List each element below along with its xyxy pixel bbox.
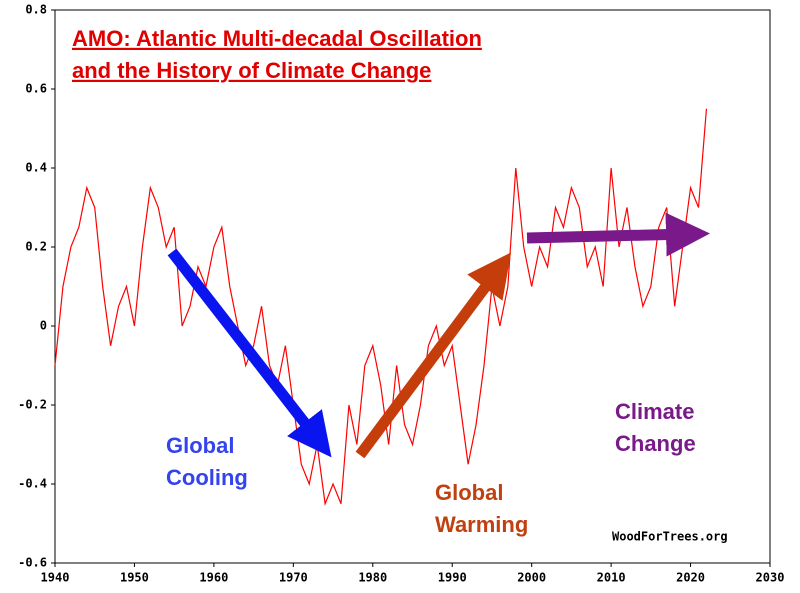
x-tick-label: 2000 (517, 571, 546, 585)
x-tick-label: 2020 (676, 571, 705, 585)
chart-title: and the History of Climate Change (72, 58, 431, 83)
y-tick-label: 0.6 (25, 82, 47, 96)
chart-title: AMO: Atlantic Multi-decadal Oscillation (72, 26, 482, 51)
annotation: Warming (435, 512, 528, 537)
annotation: Cooling (166, 465, 248, 490)
data-line (54, 108, 708, 507)
annotation: Climate (615, 399, 694, 424)
annotation: Global (166, 433, 234, 458)
x-tick-label: 2010 (597, 571, 626, 585)
plot-frame (54, 9, 771, 564)
annotation: Global (435, 480, 503, 505)
y-tick-label: -0.2 (18, 398, 47, 412)
climate-arrow (526, 212, 710, 257)
x-tick-label: 1970 (279, 571, 308, 585)
y-tick-label: -0.6 (18, 556, 47, 570)
annotation: Change (615, 431, 696, 456)
warming-arrow (355, 252, 512, 459)
credit: WoodForTrees.org (612, 530, 728, 544)
y-tick-label: 0.4 (25, 161, 47, 175)
x-tick-label: 1940 (41, 571, 70, 585)
x-tick-label: 1980 (358, 571, 387, 585)
x-tick-label: 1990 (438, 571, 467, 585)
x-tick-label: 1960 (199, 571, 228, 585)
y-tick-label: 0 (40, 319, 47, 333)
cooling-arrow (167, 248, 332, 458)
x-tick-label: 2030 (756, 571, 785, 585)
y-tick-label: 0.8 (25, 3, 47, 17)
y-tick-label: 0.2 (25, 240, 47, 254)
y-tick-label: -0.4 (18, 477, 47, 491)
x-tick-label: 1950 (120, 571, 149, 585)
